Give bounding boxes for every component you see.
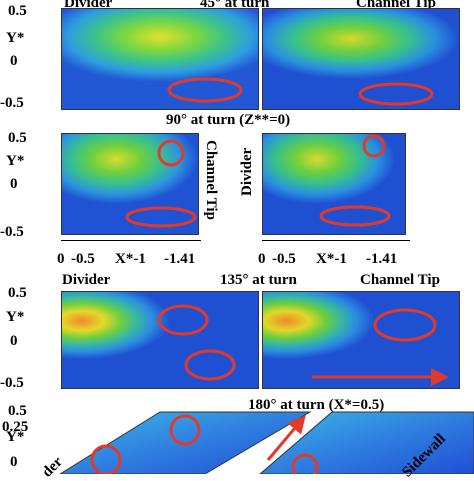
row2-x-axis — [262, 240, 410, 241]
row3-center-title: 135° at turn — [220, 272, 297, 288]
row3-left-panel — [61, 291, 259, 389]
row3-left-title: Divider — [62, 272, 111, 288]
row4-vortex-3 — [291, 453, 319, 474]
row2-right-panel — [262, 133, 406, 235]
row1-ytick-bot: -0.5 — [0, 95, 24, 111]
row2-xtick-1: -0.5 — [272, 251, 296, 267]
row1-ytick-top: 0.5 — [8, 3, 27, 19]
row2-xtick-3: -1.41 — [366, 251, 398, 267]
row2-left-xtick-1: -0.5 — [71, 251, 95, 267]
row4-arrow — [266, 415, 306, 461]
row4-ylabel: Y* — [6, 429, 25, 445]
row1-ylabel: Y* — [6, 30, 25, 46]
row2-left-xtick-2: X*-1 — [115, 251, 146, 267]
row3-ytick-mid: 0 — [10, 333, 18, 349]
row2-side-right: Divider — [239, 147, 255, 196]
row4-left-side: der — [39, 453, 66, 481]
row1-left-panel — [61, 8, 259, 110]
row2-xtick-2: X*-1 — [316, 251, 347, 267]
row4-vortex-1 — [90, 444, 122, 474]
row1-right-panel — [262, 8, 460, 110]
row4-ytick-bot: 0 — [10, 454, 18, 470]
row4-ytick-mid: 0.25 — [2, 419, 29, 435]
row1-ytick-mid: 0 — [10, 53, 18, 69]
row2-ytick-mid: 0 — [10, 176, 18, 192]
row2-ylabel: Y* — [6, 153, 25, 169]
row2-title: 90° at turn (Z**=0) — [166, 112, 291, 128]
row2-left-xtick-0: 0 — [57, 251, 65, 267]
row3-ylabel: Y* — [6, 309, 25, 325]
row2-side-left: Channel Tip — [203, 140, 219, 220]
row1-right-title: Channel Tip — [356, 0, 436, 11]
row1-center-title: 45° at turn — [200, 0, 270, 11]
row2-xtick-0: 0 — [258, 251, 266, 267]
row3-ytick-top: 0.5 — [8, 285, 27, 301]
row3-ytick-bot: -0.5 — [0, 375, 24, 391]
row2-ytick-top: 0.5 — [8, 130, 27, 146]
row4-ytick-top: 0.5 — [8, 403, 27, 419]
row2-left-xtick-3: -1.41 — [164, 251, 196, 267]
row3-right-title: Channel Tip — [360, 272, 440, 288]
row2-left-panel — [61, 133, 199, 235]
row3-right-panel — [262, 291, 460, 389]
row2-x-axis-left — [61, 240, 201, 241]
row1-left-title: Divider — [64, 0, 113, 11]
row4-title: 180° at turn (X*=0.5) — [248, 397, 385, 413]
row4-left-panel — [59, 411, 312, 474]
row4-right-side: Sidewall — [399, 430, 449, 481]
row4-vortex-2 — [169, 414, 201, 446]
row2-ytick-bot: -0.5 — [0, 224, 24, 240]
